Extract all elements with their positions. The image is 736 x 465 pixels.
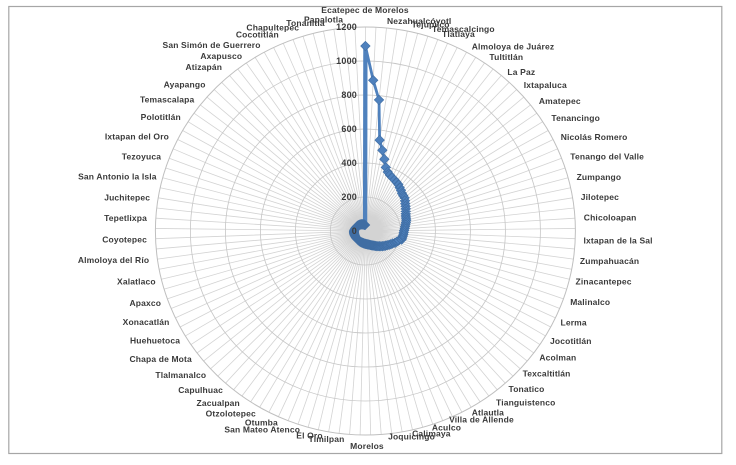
svg-text:Otzolotepec: Otzolotepec <box>206 409 256 419</box>
svg-text:Axapusco: Axapusco <box>200 51 242 61</box>
svg-text:San Mateo Atenco: San Mateo Atenco <box>224 424 300 434</box>
svg-text:Zacualpan: Zacualpan <box>197 398 240 408</box>
svg-text:Texcaltitlán: Texcaltitlán <box>523 369 571 379</box>
svg-text:600: 600 <box>341 124 357 134</box>
svg-text:Ecatepec de Morelos: Ecatepec de Morelos <box>321 5 409 15</box>
svg-text:Tepetlixpa: Tepetlixpa <box>104 213 147 223</box>
svg-text:Timilpan: Timilpan <box>309 434 345 444</box>
svg-text:Xalatlaco: Xalatlaco <box>117 276 156 286</box>
svg-text:Chicoloapan: Chicoloapan <box>584 212 637 222</box>
svg-text:Tezoyuca: Tezoyuca <box>122 151 161 161</box>
svg-text:800: 800 <box>341 90 357 100</box>
svg-text:Amatepec: Amatepec <box>539 96 581 106</box>
svg-text:Zumpango: Zumpango <box>577 172 622 182</box>
svg-text:El Oro: El Oro <box>296 431 322 441</box>
svg-text:Atizapán: Atizapán <box>185 62 222 72</box>
svg-text:1000: 1000 <box>336 56 357 66</box>
svg-text:Calimaya: Calimaya <box>412 428 451 438</box>
svg-text:Tianguistenco: Tianguistenco <box>496 397 555 407</box>
svg-text:Ixtapan del Oro: Ixtapan del Oro <box>105 132 169 142</box>
svg-text:Chapa de Mota: Chapa de Mota <box>129 354 192 364</box>
svg-text:Almoloya de Juárez: Almoloya de Juárez <box>472 41 555 51</box>
svg-text:Tlatlaya: Tlatlaya <box>442 29 475 39</box>
svg-text:Cocotitlán: Cocotitlán <box>236 30 279 40</box>
svg-text:Tultitlán: Tultitlán <box>489 52 523 62</box>
svg-text:Jilotepec: Jilotepec <box>581 192 619 202</box>
svg-text:Ayapango: Ayapango <box>164 79 206 89</box>
svg-text:Acolman: Acolman <box>539 353 576 363</box>
svg-text:Temascalapa: Temascalapa <box>140 94 195 104</box>
svg-text:La Paz: La Paz <box>507 67 535 77</box>
svg-text:Papalotla: Papalotla <box>304 15 343 25</box>
svg-text:Xonacatlán: Xonacatlán <box>123 317 170 327</box>
svg-text:Tonanitla: Tonanitla <box>286 18 325 28</box>
svg-text:Otumba: Otumba <box>245 417 278 427</box>
svg-text:San Antonio la Isla: San Antonio la Isla <box>78 171 157 181</box>
svg-text:Jocotitlán: Jocotitlán <box>550 336 592 346</box>
svg-text:Atlautla: Atlautla <box>472 407 504 417</box>
svg-text:Tenancingo: Tenancingo <box>551 113 600 123</box>
svg-text:San Simón de Guerrero: San Simón de Guerrero <box>163 40 261 50</box>
svg-text:Ixtapaluca: Ixtapaluca <box>524 80 567 90</box>
svg-text:Capulhuac: Capulhuac <box>178 385 223 395</box>
svg-text:Ixtapan de la Sal: Ixtapan de la Sal <box>584 235 653 245</box>
svg-text:1200: 1200 <box>336 22 357 32</box>
svg-text:Morelos: Morelos <box>350 441 384 451</box>
svg-text:400: 400 <box>341 158 357 168</box>
svg-text:Zinacantepec: Zinacantepec <box>576 276 632 286</box>
svg-text:Malinalco: Malinalco <box>570 297 610 307</box>
svg-text:Zumpahuacán: Zumpahuacán <box>580 256 639 266</box>
svg-text:Tlalmanalco: Tlalmanalco <box>155 370 206 380</box>
svg-text:Almoloya del Río: Almoloya del Río <box>78 255 149 265</box>
svg-text:Nicolás Romero: Nicolás Romero <box>561 132 628 142</box>
svg-text:Juchitepec: Juchitepec <box>104 192 150 202</box>
svg-text:Temascalcingo: Temascalcingo <box>432 24 495 34</box>
svg-text:Apaxco: Apaxco <box>129 298 161 308</box>
svg-text:Tonatico: Tonatico <box>509 384 545 394</box>
svg-text:0: 0 <box>352 226 357 236</box>
svg-text:Huehuetoca: Huehuetoca <box>130 336 180 346</box>
svg-text:200: 200 <box>341 192 357 202</box>
svg-text:Joquicingo: Joquicingo <box>388 432 435 442</box>
svg-text:Nezahualcóyotl: Nezahualcóyotl <box>387 16 451 26</box>
svg-text:Polotitlán: Polotitlán <box>141 112 181 122</box>
svg-text:Villa de Allende: Villa de Allende <box>449 414 514 424</box>
svg-text:Coyotepec: Coyotepec <box>102 234 147 244</box>
svg-text:Aculco: Aculco <box>432 422 461 432</box>
svg-text:Lerma: Lerma <box>561 317 587 327</box>
svg-text:Tenango del Valle: Tenango del Valle <box>570 152 644 162</box>
svg-text:Chapultepec: Chapultepec <box>246 22 299 32</box>
svg-text:Tejupilco: Tejupilco <box>412 19 450 29</box>
